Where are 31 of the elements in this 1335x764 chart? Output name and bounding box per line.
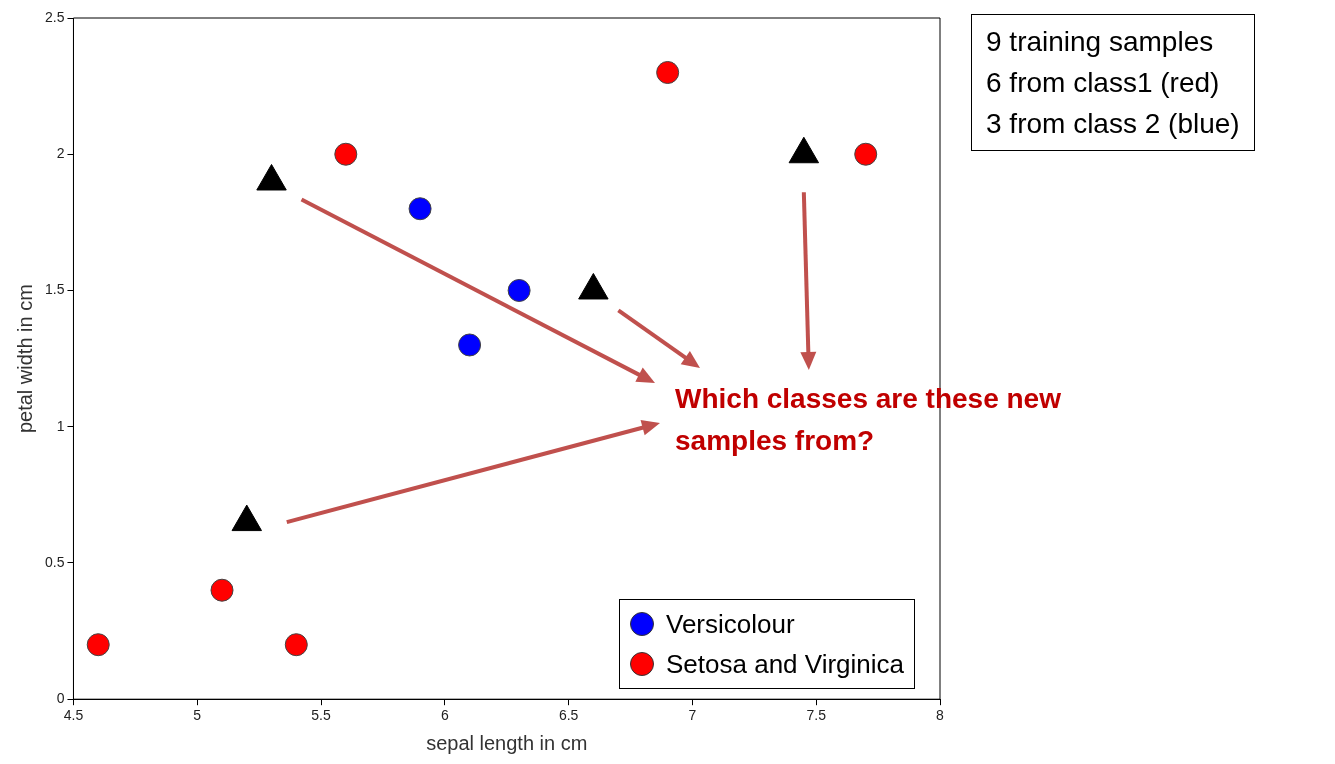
text: 9 training samples <box>986 25 1215 59</box>
point <box>854 142 878 166</box>
y-tick-label: 2.5 <box>44 8 65 25</box>
x-tick-label: 6 <box>440 707 449 724</box>
y-tick-label: 1.5 <box>44 281 65 298</box>
y-tick-label: 0 <box>56 690 65 707</box>
x-tick-label: 5.5 <box>311 707 331 724</box>
x-tick-label: 7.5 <box>806 707 827 724</box>
point <box>507 278 531 302</box>
point <box>656 61 680 84</box>
annotation: Which classes are these new samples from? <box>675 382 1062 458</box>
point <box>408 197 432 221</box>
point <box>334 142 358 166</box>
x-tick-label: 6.5 <box>558 707 579 724</box>
point <box>458 333 482 357</box>
point <box>210 578 234 602</box>
x-tick-label: 5 <box>193 707 202 724</box>
legend-label: Setosa and Virginica <box>665 648 905 682</box>
text: 6 from class1 (red) <box>986 66 1221 100</box>
y-tick-label: 1 <box>56 417 65 434</box>
y-axis-title: petal width in cm <box>13 284 36 434</box>
y-tick-label: 0.5 <box>44 553 65 570</box>
y-tick-label: 2 <box>56 145 65 162</box>
legend-label: Versicolour <box>665 608 796 642</box>
x-tick-label: 4.5 <box>63 707 84 724</box>
point <box>86 633 110 657</box>
text: 3 from class 2 (blue) <box>986 107 1240 141</box>
x-tick-label: 8 <box>936 707 945 724</box>
x-tick-label: 7 <box>688 707 697 724</box>
point <box>284 633 308 657</box>
x-axis-title: sepal length in cm <box>426 731 588 754</box>
